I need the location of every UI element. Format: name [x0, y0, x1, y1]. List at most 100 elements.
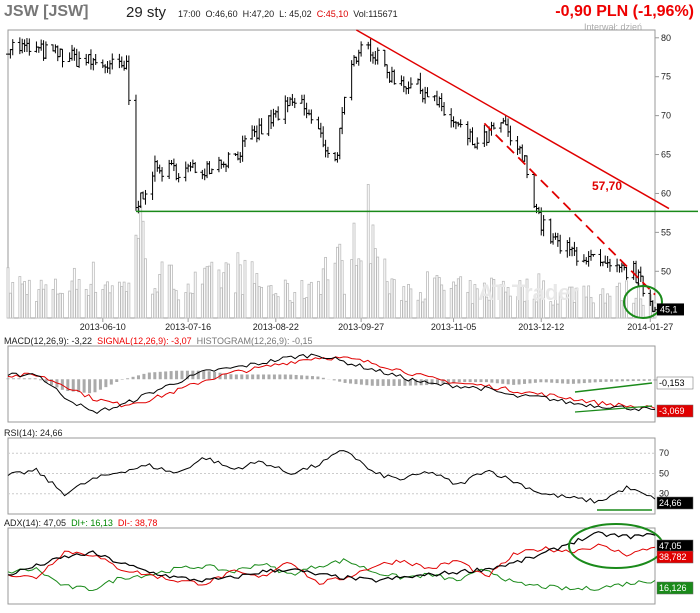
time-value: 17:00 — [178, 9, 201, 19]
rsi-line — [7, 450, 656, 504]
volume-bar — [300, 280, 304, 319]
macd-histogram-bar — [93, 379, 97, 393]
macd-histogram-bar — [256, 374, 260, 380]
volume-bar — [582, 285, 586, 319]
macd-histogram-bar — [88, 379, 92, 394]
volume-bar — [8, 292, 12, 319]
volume-bar — [459, 276, 463, 319]
macd-histogram-bar — [60, 379, 64, 390]
price-tick-label: 65 — [661, 150, 671, 160]
volume-bar — [637, 283, 640, 319]
macd-histogram-bar — [251, 374, 255, 380]
volume-bar — [203, 267, 207, 319]
volume-bar — [402, 286, 406, 319]
macd-histogram-bar — [403, 379, 407, 386]
volume-bar — [139, 205, 143, 319]
histogram-label: HISTOGRAM(12,26,9): -0,15 — [196, 336, 313, 346]
volume-bar — [468, 280, 472, 319]
price-tick-label: 75 — [661, 72, 671, 82]
volume-bar — [167, 264, 171, 319]
macd-histogram-bar — [588, 379, 592, 383]
date-tick-label: 2013-06-10 — [80, 322, 126, 332]
macd-histogram-bar — [620, 379, 624, 382]
date-tick-label: 2013-07-16 — [165, 322, 211, 332]
macd-histogram-bar — [436, 379, 440, 385]
volume-bar — [125, 291, 128, 319]
macd-histogram-bar — [468, 379, 472, 383]
volume-bar — [449, 287, 453, 319]
macd-histogram-bar — [387, 379, 391, 386]
volume-bar — [70, 280, 74, 319]
macd-histogram-bar — [577, 379, 581, 384]
price-tick-label: 55 — [661, 227, 671, 237]
volume-bar — [108, 292, 112, 319]
volume-bar — [158, 273, 162, 319]
macd-histogram-bar — [593, 379, 597, 383]
volume-bar — [404, 300, 408, 319]
volume-bar — [305, 297, 309, 319]
macd-frame — [7, 345, 656, 423]
volume-bar — [340, 260, 344, 319]
macd-histogram-bar — [359, 379, 363, 385]
volume-bar — [591, 302, 595, 319]
date-tick-label: 2013-08-22 — [253, 322, 299, 332]
volume-bar — [94, 291, 98, 319]
macd-histogram-bar — [544, 379, 548, 383]
volume-bar — [106, 281, 109, 319]
volume-bar — [440, 284, 444, 319]
volume-bar — [309, 281, 313, 319]
volume-bar — [286, 283, 290, 319]
volume-bar — [122, 281, 126, 319]
watermark: AT Trader — [478, 280, 580, 305]
volume-bar — [437, 277, 441, 319]
volume-bar — [343, 293, 346, 319]
volume-bar — [151, 293, 154, 319]
macd-histogram-bar — [310, 376, 314, 380]
di-plus-value-badge — [656, 581, 694, 595]
volume-bar — [575, 287, 579, 319]
volume-bar — [435, 275, 439, 319]
macd-histogram-bar — [484, 379, 488, 383]
volume-bar — [257, 286, 261, 319]
volume-bar — [634, 297, 638, 319]
volume-bar — [170, 264, 173, 319]
volume-bar — [260, 286, 263, 319]
high-value: H:47,20 — [242, 9, 275, 19]
volume-bar — [407, 284, 410, 319]
rsi-tick-label: 70 — [659, 448, 669, 458]
macd-histogram-bar — [39, 379, 43, 381]
volume-bar — [272, 294, 275, 319]
volume-bar — [471, 303, 474, 319]
macd-histogram-bar — [414, 379, 418, 386]
volume-bar — [20, 283, 24, 319]
open-value: O:46,60 — [205, 9, 238, 19]
macd-histogram-bar — [631, 379, 635, 382]
macd-histogram-bar — [365, 379, 369, 386]
volume-bar — [608, 295, 612, 319]
macd-histogram-bar — [501, 379, 505, 384]
volume-bar — [200, 283, 204, 319]
volume-bar — [615, 285, 619, 319]
volume-bar — [42, 288, 45, 319]
volume-bar — [75, 288, 79, 319]
macd-histogram-bar — [71, 379, 75, 392]
rsi-value-badge — [656, 496, 694, 510]
volume-bar — [269, 285, 273, 319]
volume-bar — [84, 288, 88, 319]
interval-label: Interwał: dzień — [583, 22, 642, 32]
volume-bar — [359, 260, 363, 319]
volume-bar — [160, 261, 164, 319]
volume-bar — [392, 279, 396, 319]
volume-bar — [641, 304, 645, 319]
volume-bar — [556, 303, 560, 319]
volume-bar — [58, 292, 62, 319]
volume-bar — [551, 304, 555, 319]
volume-bar — [186, 283, 190, 319]
macd-histogram-bar — [147, 372, 151, 380]
volume-bar — [426, 271, 429, 319]
macd-histogram-bar — [229, 374, 233, 380]
volume-bar — [224, 262, 228, 319]
volume-bar — [423, 298, 427, 319]
macd-histogram-bar — [158, 371, 162, 380]
volume-bar — [589, 296, 593, 319]
